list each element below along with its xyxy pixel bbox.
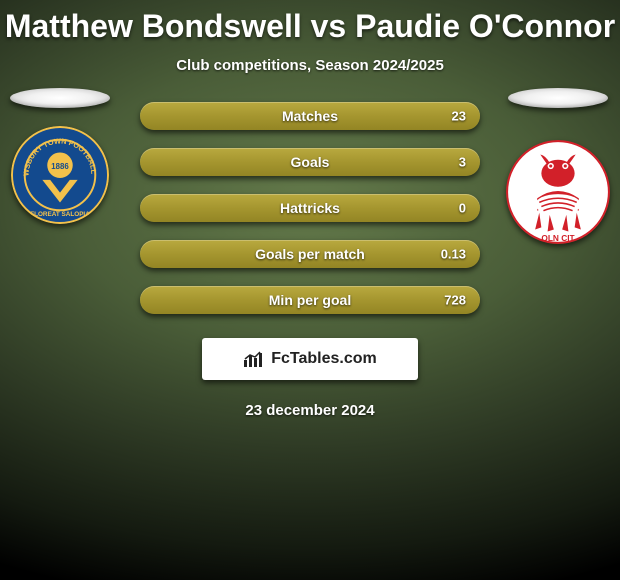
date-text: 23 december 2024 <box>0 402 620 419</box>
stat-label: Min per goal <box>269 292 351 308</box>
club-crest-left: 1886 SHREWSBURY TOWN FOOTBALL CLUB FLORE… <box>11 126 109 224</box>
comparison-panel: 1886 SHREWSBURY TOWN FOOTBALL CLUB FLORE… <box>0 102 620 419</box>
svg-text:1886: 1886 <box>51 162 69 171</box>
player-right-ellipse <box>508 88 608 108</box>
stat-right-value: 3 <box>459 155 466 170</box>
stat-label: Goals per match <box>255 246 365 262</box>
stat-bar-hattricks: Hattricks 0 <box>140 194 480 222</box>
club-crest-right: OLN CIT <box>506 140 610 244</box>
stat-bar-goals-per-match: Goals per match 0.13 <box>140 240 480 268</box>
chart-icon <box>243 350 265 368</box>
stat-right-value: 0.13 <box>441 247 466 262</box>
stat-bar-matches: Matches 23 <box>140 102 480 130</box>
stat-right-value: 728 <box>444 293 466 308</box>
svg-text:FLOREAT SALOPIA: FLOREAT SALOPIA <box>30 211 90 218</box>
player-left-ellipse <box>10 88 110 108</box>
stat-label: Matches <box>282 108 338 124</box>
brand-box: FcTables.com <box>202 338 418 380</box>
player-left-column: 1886 SHREWSBURY TOWN FOOTBALL CLUB FLORE… <box>10 88 110 224</box>
stat-bar-goals: Goals 3 <box>140 148 480 176</box>
brand-text: FcTables.com <box>271 350 377 368</box>
stat-right-value: 0 <box>459 201 466 216</box>
svg-text:OLN CIT: OLN CIT <box>541 233 574 243</box>
stat-bar-min-per-goal: Min per goal 728 <box>140 286 480 314</box>
stat-label: Hattricks <box>280 200 340 216</box>
stat-label: Goals <box>291 154 330 170</box>
page-title: Matthew Bondswell vs Paudie O'Connor <box>0 0 620 45</box>
stat-right-value: 23 <box>452 109 466 124</box>
subtitle: Club competitions, Season 2024/2025 <box>0 57 620 74</box>
player-right-column: OLN CIT <box>506 88 610 244</box>
stat-bars: Matches 23 Goals 3 Hattricks 0 Goals per… <box>140 102 480 314</box>
